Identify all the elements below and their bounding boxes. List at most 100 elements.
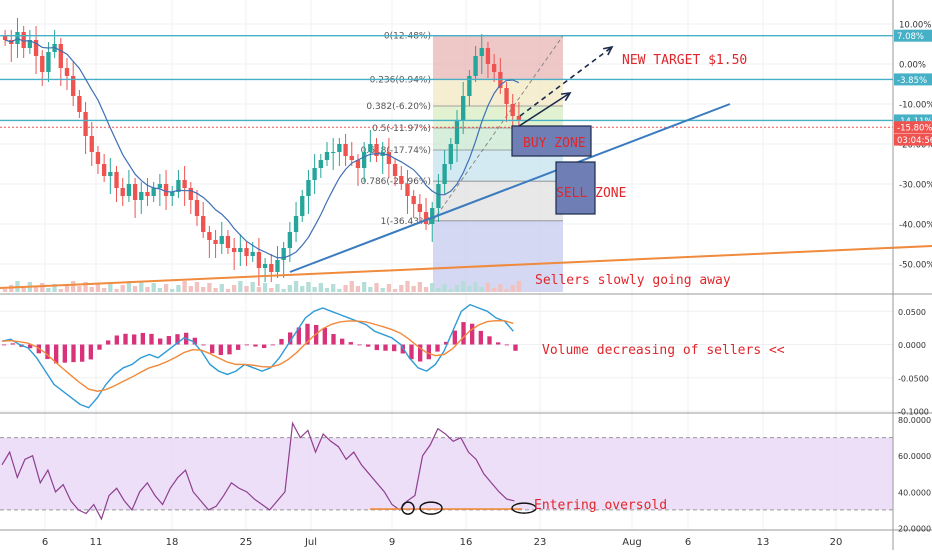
volume-bar [225,289,231,292]
volume-bar [52,284,57,292]
volume-bar [467,286,472,292]
candle-body [95,152,101,164]
volume-bar [33,287,39,292]
candle-body [256,252,262,268]
candle-body [331,152,336,153]
y-tick-label: -30.00% [899,181,932,191]
candle-body [281,248,286,260]
volume-bar [71,281,76,292]
macd-histogram-bar [504,344,509,346]
macd-histogram-bar [288,332,293,345]
price-label-box [894,29,932,42]
volume-bar [337,289,342,292]
macd-histogram-bar [513,344,518,351]
volume-bar [498,284,503,292]
volume-bar [207,283,212,292]
volume-bar [145,287,150,292]
candle-body [194,200,200,216]
volume-bar [201,287,206,292]
candle-body [510,104,515,116]
macd-histogram-bar [262,344,267,349]
macd-histogram-bar [175,334,180,345]
candle-body [442,164,447,184]
volume-bar [300,286,305,292]
candle-body [516,116,522,120]
candle-body [269,264,274,272]
candle-body [108,172,113,176]
volume-bar [355,286,361,292]
sell-zone-label: SELL ZONE [556,186,626,201]
volume-bar [275,284,280,292]
candle-body [479,48,484,56]
macd-histogram-bar [296,327,301,345]
volume-bar [170,289,175,292]
candle-body [293,216,299,232]
macd-histogram-bar [478,330,483,345]
macd-histogram-bar [435,344,440,352]
x-tick-label: 13 [757,537,770,548]
volume-bar [269,288,274,292]
macd-histogram-bar [192,337,197,345]
candle-body [349,156,354,160]
fib-level-label: 0.786(-25.96%) [361,177,431,187]
candle-body [244,248,249,256]
volume-bar [504,289,509,292]
candle-body [139,192,144,200]
macd-histogram-bar [305,323,310,345]
candle-body [71,76,76,96]
candle-body [386,152,392,164]
candle-body [417,204,423,212]
volume-bar [485,283,491,292]
x-tick-label: 11 [90,537,103,548]
macd-histogram-bar [409,344,414,360]
candle-body [15,32,20,44]
candle-body [170,192,175,196]
volume-bar [188,286,193,292]
orange-trendline [0,245,932,289]
x-tick-label: 25 [240,537,253,548]
volume-bar [392,289,398,292]
macd-histogram-bar [166,336,171,345]
volume-bar [77,286,82,292]
sellers-annotation: Sellers slowly going away [535,273,731,288]
macd-histogram-bar [392,344,397,352]
macd-histogram-bar [253,344,258,347]
volume-bar [423,287,429,292]
macd-tick-label: -0.0500 [898,374,929,383]
x-tick-label: 16 [460,537,473,548]
volume-bar [479,287,484,292]
volume-annotation: Volume decreasing of sellers << [542,343,785,358]
volume-bar [219,284,224,292]
rsi-line [1,421,515,521]
candle-body [423,212,429,224]
macd-histogram-bar [80,344,85,362]
candle-body [207,232,212,240]
macd-histogram-bar [140,332,145,345]
volume-bar [331,284,336,292]
x-tick-label: Aug [622,537,642,548]
macd-histogram-bar [158,338,163,345]
volume-bar [101,288,107,292]
macd-histogram-bar [62,344,67,363]
candle-body [2,36,8,40]
candle-body [405,184,410,196]
fib-level-label: 0.5(-11.97%) [372,124,431,134]
candle-body [64,68,70,76]
volume-bar [262,283,268,292]
volume-bar [516,281,522,292]
volume-bar [213,288,218,292]
volume-bar [411,286,416,292]
volume-bar [306,282,311,292]
volume-bar [46,288,51,292]
price-label: -15.80% [897,124,932,134]
volume-bar [64,285,70,292]
candle-body [145,192,150,196]
new-target-label: NEW TARGET $1.50 [622,53,747,68]
macd-histogram-bar [123,333,128,345]
volume-bar [58,289,63,292]
volume-bar [139,282,144,292]
arrow-dashed-head [603,45,614,56]
fib-level-label: 0.382(-6.20%) [366,102,431,112]
candle-body [77,96,82,112]
